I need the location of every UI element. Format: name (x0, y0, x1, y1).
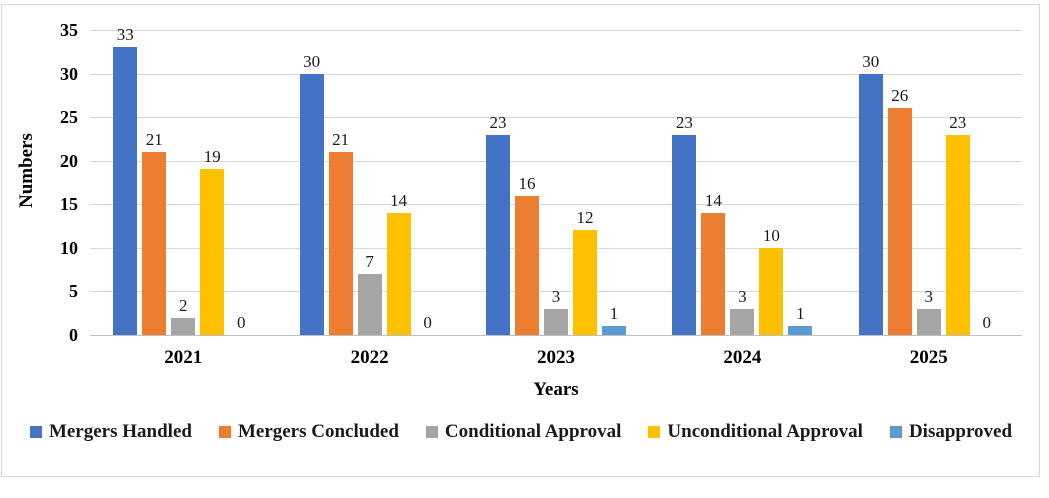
bar-unconditional-approval-2022 (386, 213, 411, 335)
data-label-unconditional-approval-2025: 23 (949, 112, 967, 132)
data-label-disapproved-2025: 0 (982, 313, 992, 332)
legend-label: Mergers Handled (48, 421, 192, 442)
data-label-mergers-concluded-2021: 21 (145, 130, 163, 149)
x-category-label-2024: 2024 (723, 347, 762, 368)
legend: Mergers Handled Mergers Concluded Conditio… (10, 421, 1032, 443)
legend-swatch-icon (648, 426, 661, 438)
bar-conditional-approval-2025 (916, 308, 941, 335)
bar-conditional-approval-2022 (357, 274, 382, 335)
data-label-mergers-handled-2025: 30 (862, 51, 880, 71)
legend-swatch-icon (218, 426, 231, 438)
data-label-mergers-concluded-2022: 21 (332, 130, 350, 149)
x-category-label-2023: 2023 (536, 347, 575, 368)
bar-mergers-concluded-2024 (701, 213, 726, 335)
gridline-15 (90, 204, 1022, 206)
data-label-unconditional-approval-2021: 19 (203, 147, 221, 167)
legend-label: Mergers Concluded (237, 421, 399, 442)
bar-mergers-concluded-2023 (515, 195, 539, 335)
data-label-mergers-handled-2021: 33 (116, 25, 134, 45)
bar-conditional-approval-2021 (171, 317, 196, 335)
gridline-10 (90, 247, 1022, 249)
legend-item-conditional-approval: Conditional Approval (425, 421, 622, 443)
data-label-conditional-approval-2025: 3 (924, 286, 934, 306)
bar-unconditional-approval-2025 (945, 134, 970, 335)
data-label-mergers-handled-2022: 30 (303, 51, 321, 71)
legend-swatch-icon (425, 426, 438, 438)
x-axis-line (90, 335, 1022, 336)
data-label-mergers-concluded-2024: 14 (704, 191, 722, 210)
legend-label: Unconditional Approval (667, 421, 863, 442)
data-label-unconditional-approval-2024: 10 (762, 225, 780, 245)
y-tick-label-10: 10 (60, 237, 78, 258)
y-tick-label-35: 35 (60, 20, 78, 40)
data-label-mergers-concluded-2025: 26 (891, 86, 909, 106)
bar-mergers-concluded-2025 (887, 108, 912, 335)
y-tick-label-20: 20 (60, 150, 78, 171)
bar-unconditional-approval-2023 (573, 230, 597, 335)
gridline-35 (90, 30, 1022, 31)
bar-disapproved-2024 (788, 326, 813, 335)
legend-label: Disapproved (908, 421, 1013, 442)
data-label-unconditional-approval-2023: 12 (576, 208, 594, 228)
bar-unconditional-approval-2024 (759, 247, 784, 335)
data-label-mergers-handled-2024: 23 (675, 112, 693, 132)
gridline-30 (90, 73, 1022, 75)
data-label-disapproved-2024: 1 (796, 304, 805, 324)
bar-unconditional-approval-2021 (200, 169, 225, 335)
bar-mergers-handled-2025 (858, 73, 883, 335)
bar-mergers-concluded-2021 (142, 152, 167, 335)
legend-swatch-icon (29, 426, 42, 438)
data-label-disapproved-2023: 1 (609, 304, 619, 324)
x-category-label-2025: 2025 (909, 347, 948, 368)
data-label-conditional-approval-2022: 7 (365, 252, 374, 271)
data-label-conditional-approval-2024: 3 (738, 286, 747, 306)
bar-conditional-approval-2023 (544, 308, 568, 335)
legend-item-mergers-handled: Mergers Handled (29, 421, 192, 443)
x-category-label-2022: 2022 (350, 347, 389, 368)
x-category-label-2021: 2021 (164, 347, 203, 368)
bar-conditional-approval-2024 (730, 308, 755, 335)
data-label-mergers-handled-2023: 23 (489, 112, 507, 132)
x-axis-title: Years (533, 379, 579, 400)
gridline-20 (90, 160, 1022, 162)
bar-mergers-concluded-2022 (328, 152, 353, 335)
y-tick-label-0: 0 (69, 325, 78, 345)
bar-mergers-handled-2022 (299, 73, 324, 335)
data-label-disapproved-2021: 0 (236, 313, 246, 332)
legend-swatch-icon (889, 426, 902, 438)
y-tick-label-25: 25 (60, 107, 78, 128)
legend-label: Conditional Approval (444, 421, 622, 442)
gridline-25 (90, 117, 1022, 119)
bar-mergers-handled-2023 (486, 134, 510, 335)
gridline-5 (90, 291, 1022, 293)
legend-item-unconditional-approval: Unconditional Approval (648, 421, 863, 443)
data-label-unconditional-approval-2022: 14 (390, 191, 408, 210)
data-label-disapproved-2022: 0 (423, 313, 432, 332)
legend-item-mergers-concluded: Mergers Concluded (218, 421, 399, 443)
data-label-conditional-approval-2023: 3 (551, 286, 561, 306)
data-label-conditional-approval-2021: 2 (178, 295, 188, 315)
y-tick-label-15: 15 (60, 194, 78, 215)
y-tick-label-5: 5 (69, 281, 78, 302)
bar-mergers-handled-2024 (672, 134, 697, 335)
bar-mergers-handled-2021 (113, 47, 138, 335)
bar-disapproved-2023 (602, 326, 626, 335)
y-tick-label-30: 30 (60, 63, 78, 84)
legend-item-disapproved: Disapproved (889, 421, 1013, 443)
data-label-mergers-concluded-2023: 16 (518, 173, 536, 193)
